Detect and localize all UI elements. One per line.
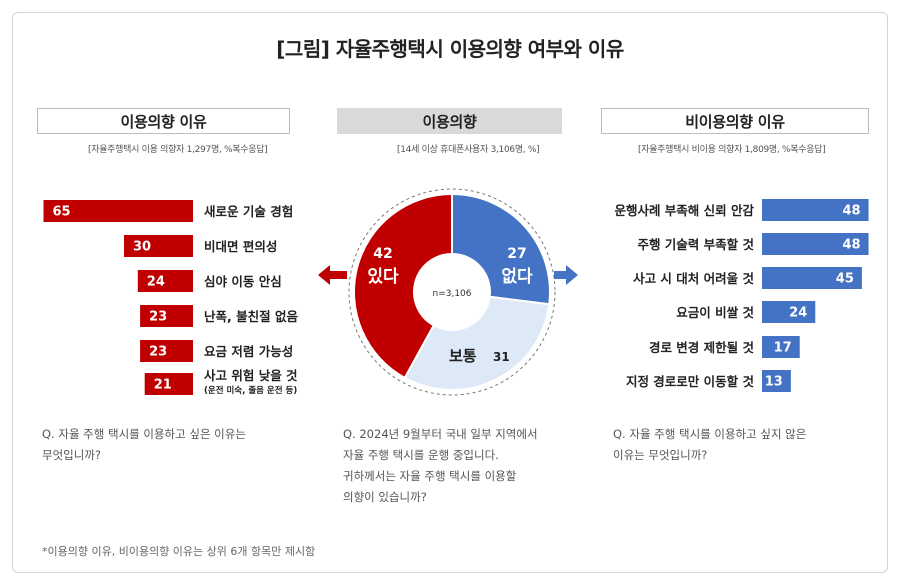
- right-bar-label: 경로 변경 제한될 것: [649, 340, 754, 355]
- left-bar-note: (운전 미숙, 졸음 운전 등): [204, 385, 297, 396]
- donut-label-no: 없다: [501, 267, 533, 287]
- right-bar-value: 24: [789, 306, 807, 321]
- figure-title: [그림] 자율주행택시 이용의향 여부와 이유: [276, 37, 624, 61]
- right-bar-value: 17: [774, 341, 792, 356]
- right-bar-label: 주행 기술력 부족할 것: [637, 237, 754, 252]
- left-bar: [137, 270, 193, 292]
- donut-value-neutral: 31: [493, 350, 510, 364]
- left-bar-value: 24: [147, 275, 165, 290]
- donut-label-neutral: 보통: [449, 347, 477, 365]
- donut-value-no: 27: [507, 246, 526, 262]
- left-question-line: Q. 자율 주행 택시를 이용하고 싶은 이유는: [42, 427, 246, 441]
- left-bar-value: 23: [149, 310, 167, 325]
- left-bar-label: 비대면 편의성: [204, 239, 277, 254]
- center-section-header: 이용의향: [337, 108, 562, 134]
- left-bar: [140, 305, 193, 327]
- left-bar: [140, 340, 193, 362]
- right-bar: [762, 233, 869, 255]
- left-bar-label: 새로운 기술 경험: [204, 204, 293, 219]
- donut-slice-2: [403, 295, 551, 391]
- left-bar-label: 요금 저렴 가능성: [204, 344, 293, 359]
- right-question-line: 이유는 무엇입니까?: [613, 448, 708, 462]
- right-bar: [762, 267, 862, 289]
- center-question-line: Q. 2024년 9월부터 국내 일부 지역에서: [343, 427, 538, 441]
- left-section-subtitle: [자율주행택시 이용 의향자 1,297명, %복수응답]: [88, 145, 268, 155]
- center-question-line: 의향이 있습니까?: [343, 490, 427, 504]
- donut-label-yes: 있다: [367, 267, 399, 287]
- left-bar: [124, 235, 193, 257]
- donut-center-label: n=3,106: [432, 289, 471, 299]
- center-section-subtitle: [14세 이상 휴대폰사용자 3,106명, %]: [397, 145, 540, 155]
- left-bar-value: 21: [154, 378, 172, 393]
- left-bar-label: 난폭, 불친절 없음: [204, 309, 298, 324]
- donut-slice-1: [451, 192, 551, 306]
- right-bar-value: 13: [765, 375, 783, 390]
- right-bar: [762, 370, 791, 392]
- left-bar: [144, 373, 193, 395]
- left-question-line: 무엇입니까?: [42, 448, 102, 462]
- right-bar-value: 45: [836, 272, 854, 287]
- right-bar-label: 운행사례 부족해 신뢰 안감: [614, 203, 754, 218]
- right-question-line: Q. 자율 주행 택시를 이용하고 싶지 않은: [613, 427, 807, 441]
- right-bar-label: 요금이 비쌀 것: [676, 305, 754, 320]
- left-bar-value: 65: [53, 205, 71, 220]
- center-question: Q. 2024년 9월부터 국내 일부 지역에서 자율 주행 택시를 운행 중입…: [343, 424, 538, 508]
- right-section-subtitle: [자율주행택시 비이용 의향자 1,809명, %복수응답]: [638, 145, 826, 155]
- donut-slice-3: [353, 192, 453, 380]
- left-question: Q. 자율 주행 택시를 이용하고 싶은 이유는 무엇입니까?: [42, 424, 246, 466]
- left-bar: [43, 200, 193, 222]
- right-bar-value: 48: [842, 204, 860, 219]
- right-arrow-icon: [554, 265, 578, 285]
- donut-value-yes: 42: [373, 246, 392, 262]
- right-bar-value: 48: [842, 238, 860, 253]
- left-bar-value: 23: [149, 345, 167, 360]
- footnote: *이용의향 이유, 비이용의향 이유는 상위 6개 항목만 제시함: [42, 545, 316, 558]
- right-bar: [762, 199, 869, 221]
- right-question: Q. 자율 주행 택시를 이용하고 싶지 않은 이유는 무엇입니까?: [613, 424, 806, 466]
- figure-frame: [12, 12, 888, 573]
- right-bar-label: 사고 시 대처 어려울 것: [633, 271, 754, 286]
- donut-outer-ring: [348, 188, 556, 396]
- right-bar: [762, 301, 816, 323]
- right-bar-label: 지정 경로로만 이동할 것: [626, 374, 754, 389]
- right-section-header: 비이용의향 이유: [601, 108, 869, 134]
- center-question-line: 자율 주행 택시를 운행 중입니다.: [343, 448, 499, 462]
- left-bar-value: 30: [133, 240, 151, 255]
- center-question-line: 귀하께서는 자율 주행 택시를 이용할: [343, 469, 517, 483]
- left-arrow-icon: [318, 265, 347, 285]
- left-section-header: 이용의향 이유: [37, 108, 290, 134]
- left-bar-label: 심야 이동 안심: [204, 274, 282, 289]
- left-bar-label: 사고 위험 낮을 것: [204, 368, 298, 383]
- right-bar: [762, 336, 800, 358]
